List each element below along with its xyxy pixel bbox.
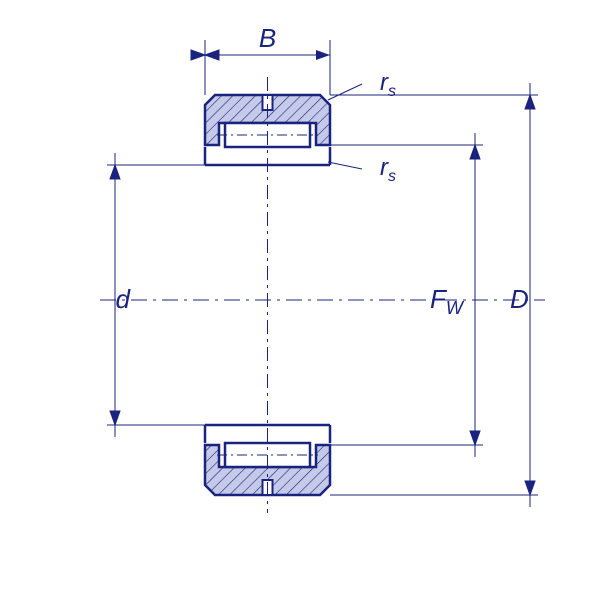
dim-label-d: d [116, 284, 132, 314]
dim-label-B: B [259, 23, 276, 53]
bearing-cross-section-diagram: BrsrsdFWD [0, 0, 600, 600]
dim-label-Fw: FW [430, 284, 465, 318]
dim-label-rs_mid: rs [380, 154, 396, 185]
dim-label-D: D [510, 284, 529, 314]
